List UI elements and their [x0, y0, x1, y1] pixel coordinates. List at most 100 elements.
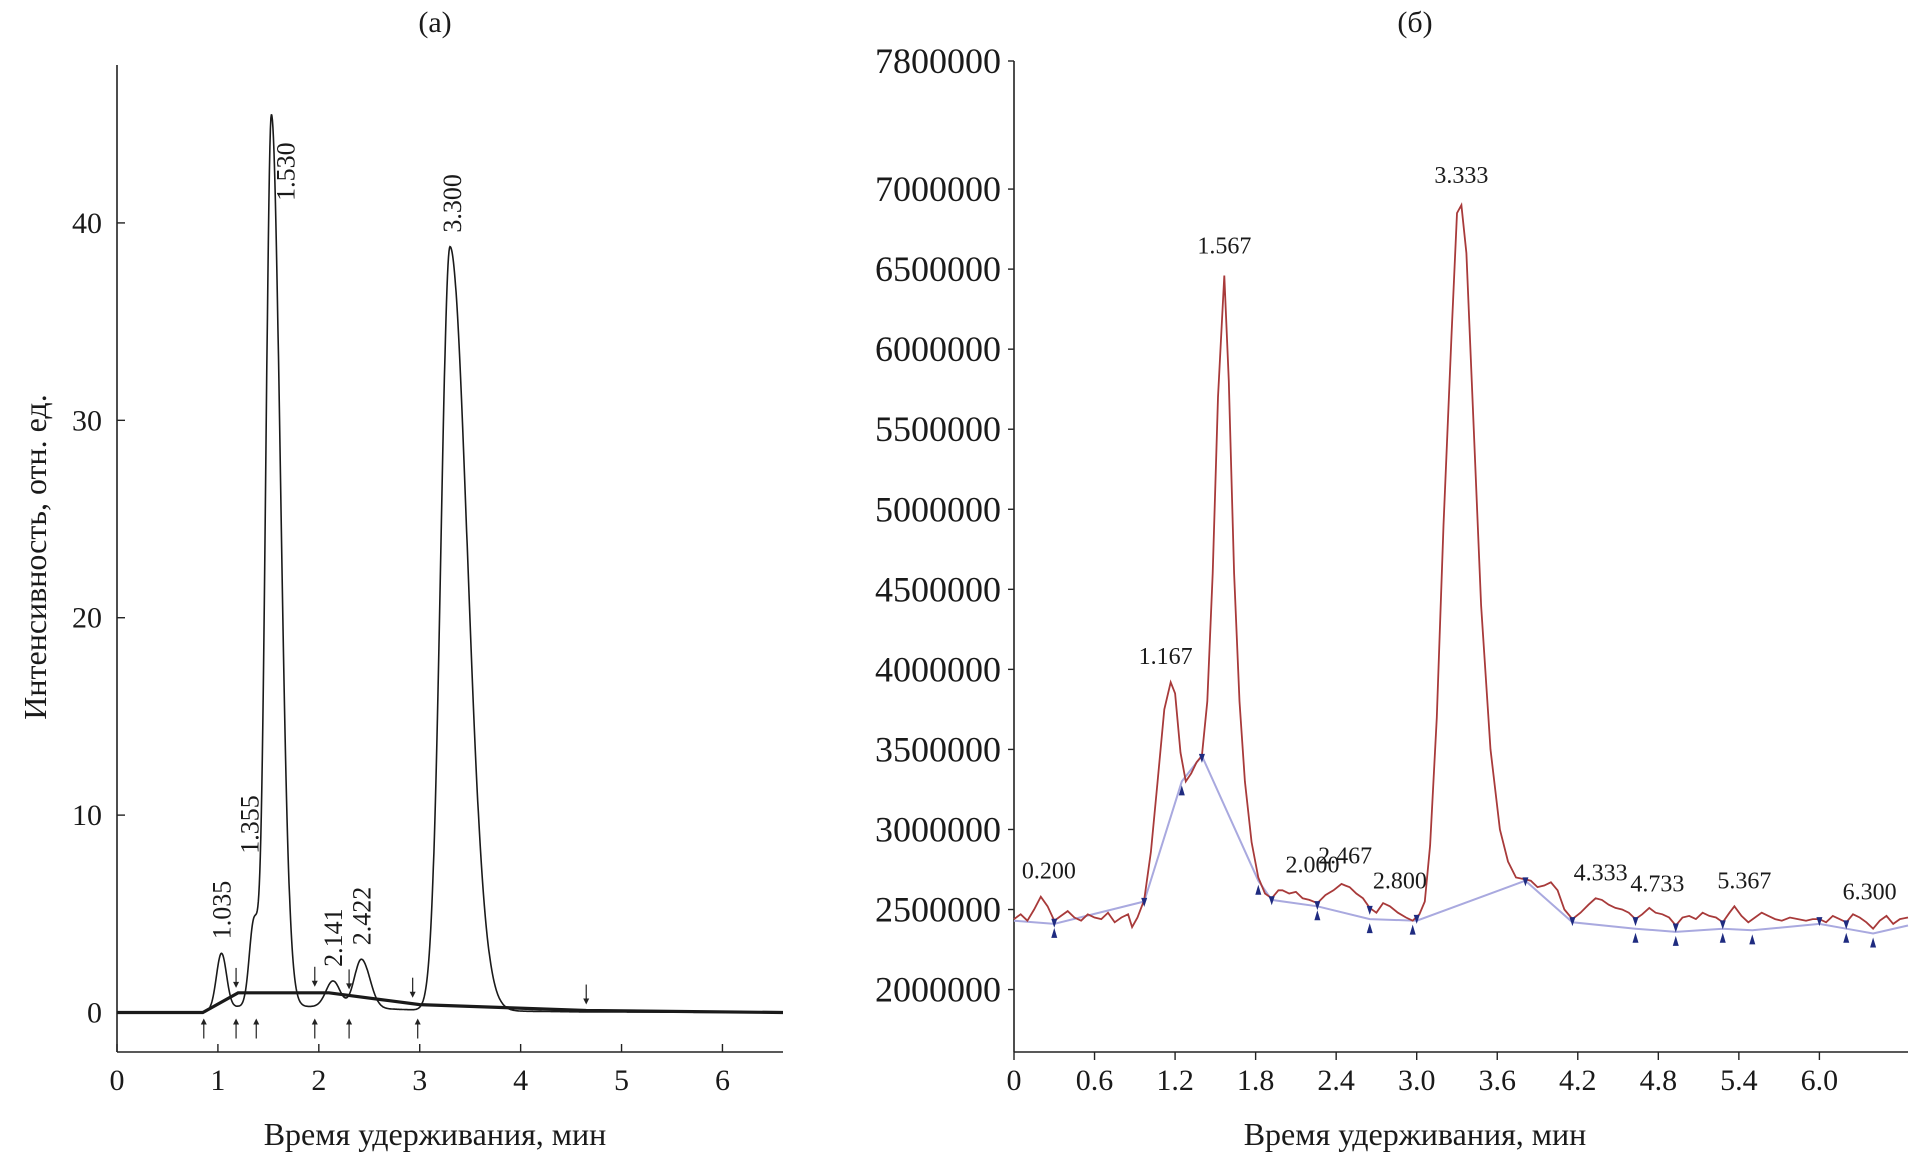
- panel-b-x-tick-label: 1.8: [1237, 1064, 1275, 1097]
- panel-b-x-tick-label: 3.0: [1398, 1064, 1436, 1097]
- panel-b-y-tick-label: 2500000: [875, 890, 1001, 930]
- panel-b-y-tick-label: 5000000: [875, 489, 1001, 529]
- panel-b-integration-marker: [1749, 934, 1756, 945]
- panel-b-y-tick-label: 4000000: [875, 649, 1001, 689]
- panel-b-integration-marker: [1366, 923, 1373, 934]
- panel-a-y-tick-label: 40: [72, 207, 102, 240]
- panel-b-axes: 0 0.6 1.2 1.8 2.4 3.0 3.6 4.2 4.8 5.4 6.0 2000000 25…: [875, 41, 1908, 1097]
- panel-b-y-tick-label: 4500000: [875, 569, 1001, 609]
- panel-a-peak-label: 2.422: [347, 887, 376, 946]
- chart-panel-a: (а) Интенсивность, отн. ед. Время удержи…: [17, 6, 784, 1152]
- panel-a-boundary-marker: [233, 981, 240, 988]
- panel-a-boundary-marker: [200, 1018, 207, 1025]
- panel-b-integration-marker: [1051, 927, 1058, 938]
- panel-a-y-tick-label: 10: [72, 799, 102, 832]
- panel-b-integration-marker: [1051, 918, 1058, 928]
- panel-a-signal-line: [117, 114, 783, 1014]
- panel-b-x-tick-label: 0.6: [1076, 1064, 1114, 1097]
- panel-a-peak-label: 1.035: [207, 881, 236, 940]
- panel-b-integration-marker: [1719, 920, 1726, 930]
- panel-a-boundary-marker: [233, 1018, 240, 1025]
- panel-b-integration-marker: [1843, 920, 1850, 930]
- panel-a-boundary-marker: [311, 980, 318, 987]
- panel-b-integration-marker: [1314, 910, 1321, 921]
- panel-a-boundary-marker: [409, 991, 416, 998]
- panel-a-peak-label: 1.355: [236, 795, 265, 854]
- panel-a-peak-label: 3.300: [438, 174, 467, 233]
- panel-b-integration-marker: [1870, 937, 1877, 948]
- panel-a-x-tick-label: 2: [311, 1064, 326, 1097]
- panel-b-integration-marker: [1314, 901, 1321, 911]
- panel-b-x-axis-title: Время удерживания, мин: [1244, 1116, 1587, 1152]
- panel-b-y-tick-label: 6000000: [875, 329, 1001, 369]
- panel-a-x-tick-label: 5: [614, 1064, 629, 1097]
- panel-b-y-tick-label: 3500000: [875, 729, 1001, 769]
- panel-b-integration-marker: [1632, 917, 1639, 927]
- panel-b-signal-line: [1013, 202, 1909, 931]
- panel-a-title: (а): [418, 6, 451, 39]
- panel-a-x-tick-label: 4: [513, 1064, 528, 1097]
- panel-b-y-tick-label: 2000000: [875, 970, 1001, 1010]
- panel-b-integration-marker: [1569, 917, 1576, 927]
- panel-b-integration-marker: [1141, 897, 1148, 907]
- panel-a-y-tick-label: 20: [72, 602, 102, 635]
- panel-b-integration-marker: [1719, 932, 1726, 943]
- panel-a-x-tick-label: 3: [412, 1064, 427, 1097]
- panel-b-peak-label: 4.733: [1630, 872, 1684, 898]
- panel-b-y-tick-label: 3000000: [875, 809, 1001, 849]
- panel-a-boundary-marker: [583, 998, 590, 1005]
- panel-a-y-axis-title: Интенсивность, отн. ед.: [17, 394, 53, 719]
- panel-a-axes: 0 1 2 3 4 5 6 0 10 20 30 40: [72, 65, 783, 1097]
- panel-b-y-tick-label: 5500000: [875, 409, 1001, 449]
- panel-b-integration-marker: [1409, 924, 1416, 935]
- panel-a-baseline: [117, 991, 784, 1015]
- panel-b-peak-label: 0.200: [1022, 859, 1076, 885]
- panel-a-y-tick-label: 30: [72, 404, 102, 437]
- panel-b-peak-label: 5.367: [1717, 868, 1771, 894]
- panel-a-boundary-marker: [414, 1018, 421, 1025]
- panel-b-integration-marker: [1816, 917, 1823, 927]
- panel-b-integration-marker: [1178, 785, 1185, 796]
- panel-a-x-tick-label: 0: [110, 1064, 125, 1097]
- panel-b-peak-label: 2.000: [1285, 852, 1339, 878]
- panel-b-integration-marker: [1268, 896, 1275, 906]
- panel-b-integration-marker: [1632, 932, 1639, 943]
- panel-a-peak-label: 1.530: [271, 142, 300, 201]
- panel-b-peak-label: 6.300: [1843, 880, 1897, 906]
- chart-panel-b: (б) Время удерживания, мин 0 0.6 1.2 1.8 2.4…: [875, 6, 1909, 1152]
- panel-b-y-tick-label: 7800000: [875, 41, 1001, 81]
- panel-b-peak-label: 1.567: [1197, 234, 1251, 260]
- panel-a-x-tick-label: 6: [715, 1064, 730, 1097]
- panel-b-x-tick-label: 3.6: [1478, 1064, 1516, 1097]
- panel-b-x-tick-label: 4.2: [1559, 1064, 1597, 1097]
- panel-a-x-tick-label: 1: [210, 1064, 225, 1097]
- panel-b-integration-marker: [1255, 884, 1262, 895]
- panel-a-x-axis-title: Время удерживания, мин: [264, 1116, 607, 1152]
- panel-b-integration-marker: [1413, 914, 1420, 924]
- panel-a-boundary-marker: [311, 1018, 318, 1025]
- panel-b-x-tick-label: 0: [1007, 1064, 1022, 1097]
- panel-b-peak-label: 3.333: [1434, 163, 1488, 189]
- panel-b-x-tick-label: 2.4: [1317, 1064, 1355, 1097]
- panel-b-peak-label: 2.800: [1373, 868, 1427, 894]
- panel-b-peak-label: 4.333: [1574, 860, 1628, 886]
- panel-b-y-tick-label: 7000000: [875, 169, 1001, 209]
- panel-b-x-tick-label: 1.2: [1156, 1064, 1194, 1097]
- panel-a-boundary-marker: [346, 983, 353, 990]
- panel-b-x-tick-label: 5.4: [1720, 1064, 1758, 1097]
- panel-b-x-tick-label: 4.8: [1640, 1064, 1678, 1097]
- panel-b-integration-marker: [1672, 935, 1679, 946]
- panel-b-integration-marker: [1366, 905, 1373, 915]
- panel-b-peak-label: 2.467: [1318, 843, 1372, 869]
- panel-a-boundary-marker: [253, 1018, 260, 1025]
- panel-a-peak-label: 2.141: [319, 908, 348, 967]
- panel-b-y-tick-label: 6500000: [875, 249, 1001, 289]
- panel-b-integration-marker: [1522, 877, 1529, 887]
- panel-a-y-tick-label: 0: [87, 997, 102, 1030]
- panel-b-integration-marker: [1672, 923, 1679, 933]
- panel-b-baseline: [1013, 753, 1909, 935]
- panel-b-peak-label: 1.167: [1139, 644, 1193, 670]
